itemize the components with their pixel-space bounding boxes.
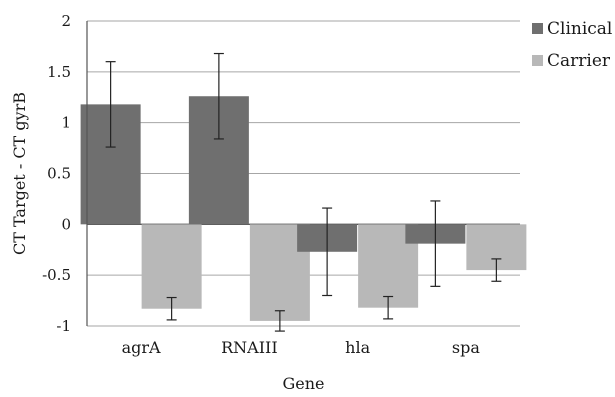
x-tick-label-spa: spa	[452, 338, 480, 357]
y-axis-title: CT Target - CT gyrB	[10, 92, 29, 255]
bars	[80, 96, 527, 321]
x-tick-label-rnaiii: RNAIII	[221, 338, 278, 357]
axis-labels: 2 1.5 1 0.5 0 -0.5 -1 agrA RNAIII hla spa Gene CT Ta…	[10, 12, 480, 393]
y-tick-label: 0.5	[47, 165, 71, 183]
legend-swatch-clinical	[532, 23, 543, 34]
x-tick-label-hla: hla	[345, 338, 370, 357]
y-tick-label: 2	[61, 12, 71, 30]
bar-carrier-agra	[141, 224, 202, 309]
x-tick-label-agra: agrA	[122, 338, 161, 357]
x-axis-title: Gene	[282, 374, 324, 393]
legend-label-carrier: Carrier	[547, 51, 611, 71]
legend: Clinical Carrier	[532, 19, 612, 71]
error-bars	[105, 52, 502, 332]
y-tick-label: 1	[61, 114, 71, 132]
legend-swatch-carrier	[532, 55, 543, 66]
y-tick-label: -1	[56, 317, 71, 335]
y-tick-label: 0	[61, 215, 71, 233]
legend-label-clinical: Clinical	[547, 19, 612, 39]
y-tick-label: -0.5	[42, 266, 71, 284]
y-tick-label: 1.5	[47, 63, 71, 81]
